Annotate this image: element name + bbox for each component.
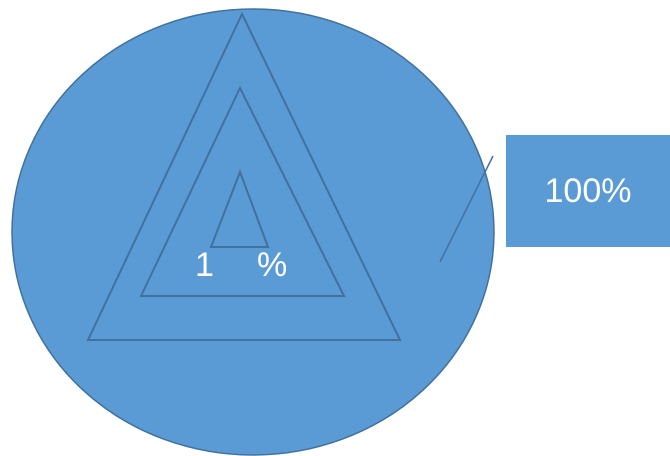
callout-box [506,135,670,247]
outer-triangle [86,11,402,341]
callout-leader-line [439,155,494,263]
inner-triangle [209,169,270,248]
callout-label-text: 100% [544,171,632,210]
inner-label-unit: % [257,246,287,284]
middle-triangle [139,85,346,297]
outer-circle [11,8,495,456]
callout-label: 100% [506,135,670,247]
inner-label-number: 1 [195,246,214,284]
